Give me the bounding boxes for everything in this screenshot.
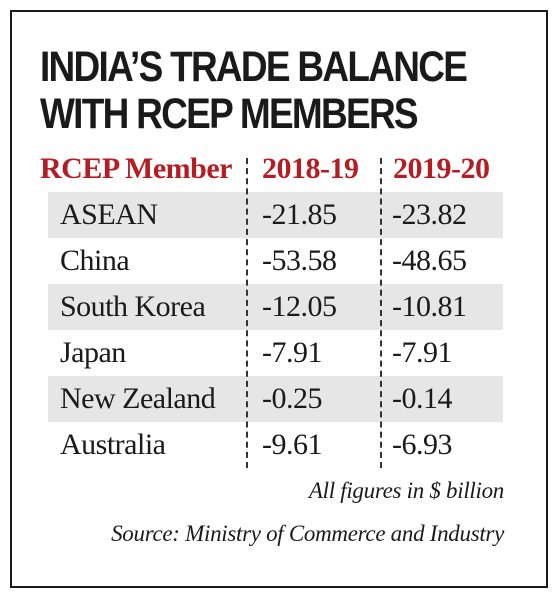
member-cell: ASEAN [60,198,158,231]
member-cell: China [60,244,130,277]
title-line-2: WITH RCEP MEMBERS [40,90,419,138]
value-2019-20-cell: -48.65 [392,244,467,277]
value-2019-20-cell: -10.81 [392,290,467,323]
value-2018-19-cell: -21.85 [262,198,337,231]
table-row: China -53.58 -48.65 [48,238,503,284]
value-2018-19-cell: -53.58 [262,244,337,277]
title-line-1: INDIA’S TRADE BALANCE [40,43,468,91]
source-note: Source: Ministry of Commerce and Industr… [111,521,504,546]
table-row: ASEAN -21.85 -23.82 [48,192,503,238]
value-2018-19-cell: -0.25 [262,382,323,415]
table-row: New Zealand -0.25 -0.14 [48,376,503,422]
value-2019-20-cell: -7.91 [392,336,453,369]
table-row: Australia -9.61 -6.93 [48,422,503,468]
column-header-2019-20: 2019-20 [393,152,490,185]
value-2019-20-cell: -6.93 [392,428,453,461]
column-header-2018-19: 2018-19 [262,152,359,185]
value-2019-20-cell: -0.14 [392,382,453,415]
value-2018-19-cell: -12.05 [262,290,337,323]
column-divider-2 [380,158,382,468]
table-row: Japan -7.91 -7.91 [48,330,503,376]
chart-title: INDIA’S TRADE BALANCE WITH RCEP MEMBERS [40,43,468,138]
member-cell: South Korea [60,290,206,323]
value-2019-20-cell: -23.82 [392,198,467,231]
value-2018-19-cell: -9.61 [262,428,323,461]
column-divider-1 [246,158,248,468]
member-cell: Australia [60,428,166,461]
table-row: South Korea -12.05 -10.81 [48,284,503,330]
unit-note: All figures in $ billion [308,478,504,503]
value-2018-19-cell: -7.91 [262,336,323,369]
member-cell: Japan [60,336,126,369]
member-cell: New Zealand [60,382,216,415]
column-header-member: RCEP Member [40,152,232,185]
